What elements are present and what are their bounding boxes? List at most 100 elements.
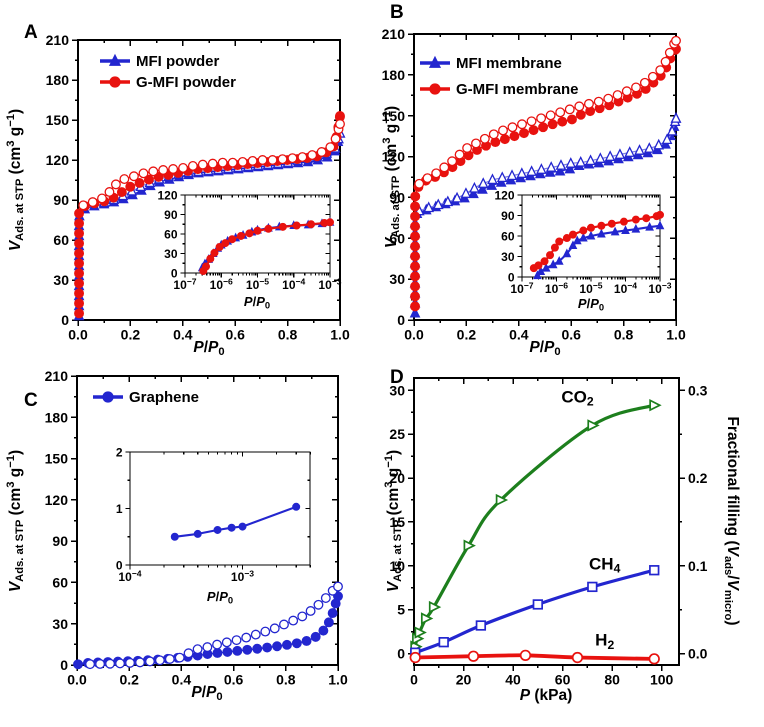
y-tick-label: 2 bbox=[116, 445, 123, 459]
right-y-axis-title: Fractional filling (Vads/Vmicro) bbox=[722, 416, 741, 625]
annotation-co-2: CO2 bbox=[561, 388, 594, 409]
y-tick-label: 90 bbox=[52, 533, 68, 549]
y-tick-label: 150 bbox=[45, 451, 69, 467]
panel-c-chart: 0.0 0.2 0.4 0.6 0.8 1.00306090120150180210CP/… bbox=[5, 368, 348, 703]
panel-label-a: A bbox=[24, 22, 38, 43]
x-tick-label: 0.4 bbox=[173, 326, 193, 342]
inset-x-axis-title: P/P0 bbox=[244, 294, 270, 310]
legend-label-g-mfi-membrane: G-MFI membrane bbox=[456, 81, 579, 98]
y-tick-label: 210 bbox=[45, 368, 69, 384]
y-tick-label: 120 bbox=[494, 188, 514, 202]
legend-label-g-mfi-powder: G-MFI powder bbox=[136, 74, 236, 91]
panel-d-chart: 0 20 40 60 80 100 0 5 10 15 20 25 30 0.0 0.1 0.2 0.3 CO2 C… bbox=[383, 367, 741, 704]
y-tick-label: 0 bbox=[171, 266, 178, 280]
x-tick-label: 1.0 bbox=[328, 671, 348, 687]
x-tick-label: 0.0 bbox=[68, 326, 88, 342]
y-tick-label: 10 bbox=[389, 558, 405, 574]
x-tick-label: 1.0 bbox=[330, 326, 350, 342]
y-axis-title: VAds. at STP (cm3 g−1) bbox=[382, 106, 402, 248]
y-tick-label: 90 bbox=[164, 208, 178, 222]
panel-a-chart: 0.0 0.2 0.4 0.6 0.8 1.0 0 30 60 90 120 150 180 210 A P/… bbox=[5, 22, 350, 358]
x-tick-label: 0.2 bbox=[121, 326, 141, 342]
legend: MFI powder G-MFI powder bbox=[100, 53, 236, 91]
x-tick-label: 10−3 bbox=[231, 568, 254, 584]
x-tick-label: 10−3 bbox=[318, 276, 341, 292]
y-tick-label: 30 bbox=[501, 250, 515, 264]
x-tick-label: 0.4 bbox=[172, 671, 192, 687]
y-tick-label: 180 bbox=[46, 72, 70, 88]
series-co2-isotherm bbox=[410, 399, 662, 653]
x-tick-label: 80 bbox=[604, 671, 620, 687]
y-tick-label: 30 bbox=[389, 382, 405, 398]
y-tick-label: 0 bbox=[116, 558, 123, 572]
y-tick-label: 150 bbox=[382, 108, 405, 124]
x-tick-label: 0.0 bbox=[67, 671, 87, 687]
y-axis-title: VAds. at STP (cm3 g−1) bbox=[383, 450, 404, 592]
y-tick-label: 60 bbox=[53, 232, 69, 248]
x-axis-title: P/P0 bbox=[529, 339, 560, 358]
y-axis-title: VAds. at STP (cm3 g−1) bbox=[5, 450, 26, 592]
inset-x-axis-title: P/P0 bbox=[578, 296, 604, 312]
main-plot: 0 20 40 60 80 100 0 5 10 15 20 25 30 0.0 0.1 0.2 0.3 CO2 C… bbox=[389, 377, 708, 687]
x-tick-label: 10−3 bbox=[648, 280, 671, 296]
x-axis-title: P/P0 bbox=[193, 339, 224, 358]
panel-label-b: B bbox=[390, 2, 404, 23]
x-tick-label: 10−4 bbox=[282, 276, 305, 292]
x-tick-label: 10−7 bbox=[510, 280, 533, 296]
y-tick-label: 30 bbox=[53, 272, 69, 288]
y-tick-label: 60 bbox=[52, 574, 68, 590]
x-tick-label: 10−5 bbox=[579, 280, 602, 296]
y-tick-label: 60 bbox=[164, 227, 178, 241]
inset-plot: 10−7 10−6 10−5 10−4 10−3 0 30 60 90 120 bbox=[157, 188, 341, 292]
y-tick-label: 30 bbox=[164, 247, 178, 261]
series-graphene-desorption bbox=[85, 581, 343, 670]
x-tick-label: 60 bbox=[555, 671, 571, 687]
right-y-tick-label: 0.3 bbox=[688, 382, 708, 398]
x-tick-label: 10−7 bbox=[173, 276, 196, 292]
x-axis-title: P (kPa) bbox=[520, 687, 573, 704]
x-tick-label: 0.0 bbox=[404, 326, 424, 342]
y-tick-label: 120 bbox=[382, 149, 405, 165]
x-tick-label: 0.8 bbox=[278, 326, 298, 342]
x-tick-label: 10−4 bbox=[614, 280, 637, 296]
y-tick-label: 0 bbox=[61, 312, 69, 328]
x-tick-label: 0.4 bbox=[509, 326, 529, 342]
x-tick-label: 0.8 bbox=[276, 671, 296, 687]
y-tick-label: 60 bbox=[501, 229, 515, 243]
y-tick-label: 120 bbox=[46, 152, 70, 168]
annotation-ch-4: CH4 bbox=[589, 554, 621, 575]
inset-plot: 10−4 10−3 0 1 2 bbox=[116, 445, 311, 584]
axes-ticks bbox=[72, 39, 341, 326]
x-tick-label: 0.6 bbox=[224, 671, 244, 687]
x-tick-label: 100 bbox=[650, 671, 674, 687]
y-tick-label: 15 bbox=[389, 514, 405, 530]
x-tick-label: 0.8 bbox=[614, 326, 634, 342]
annotation-h-2: H2 bbox=[595, 631, 614, 652]
y-tick-label: 180 bbox=[382, 67, 405, 83]
x-tick-label: 0.6 bbox=[225, 326, 245, 342]
y-tick-label: 0 bbox=[508, 270, 515, 284]
y-tick-label: 5 bbox=[397, 602, 405, 618]
y-tick-label: 1 bbox=[116, 502, 123, 516]
panel-C: 0.0 0.2 0.4 0.6 0.8 1.0 0 30 60 90 120 150 180 210 C P/… bbox=[0, 363, 382, 727]
y-tick-label: 90 bbox=[53, 192, 69, 208]
x-tick-label: 10−6 bbox=[545, 280, 568, 296]
x-tick-label: 0.2 bbox=[119, 671, 139, 687]
y-tick-label: 0 bbox=[397, 312, 405, 328]
y-tick-label: 150 bbox=[46, 112, 70, 128]
x-tick-label: 10−5 bbox=[246, 276, 269, 292]
series-g-mfi-membrane-low-pressure bbox=[529, 210, 665, 273]
y-tick-label: 210 bbox=[382, 26, 405, 42]
y-tick-label: 60 bbox=[389, 230, 405, 246]
series-g-mfi-membrane-desorption bbox=[414, 35, 681, 189]
y-tick-label: 25 bbox=[389, 426, 405, 442]
series-mfi-membrane-low-pressure bbox=[533, 220, 665, 280]
y-tick-label: 210 bbox=[46, 32, 70, 48]
panel-label-c: C bbox=[24, 390, 38, 411]
series-graphene-low-pressure bbox=[170, 502, 301, 541]
x-tick-label: 40 bbox=[505, 671, 521, 687]
x-tick-label: 10−6 bbox=[210, 276, 233, 292]
legend-label-graphene: Graphene bbox=[129, 389, 199, 406]
y-tick-label: 20 bbox=[389, 470, 405, 486]
